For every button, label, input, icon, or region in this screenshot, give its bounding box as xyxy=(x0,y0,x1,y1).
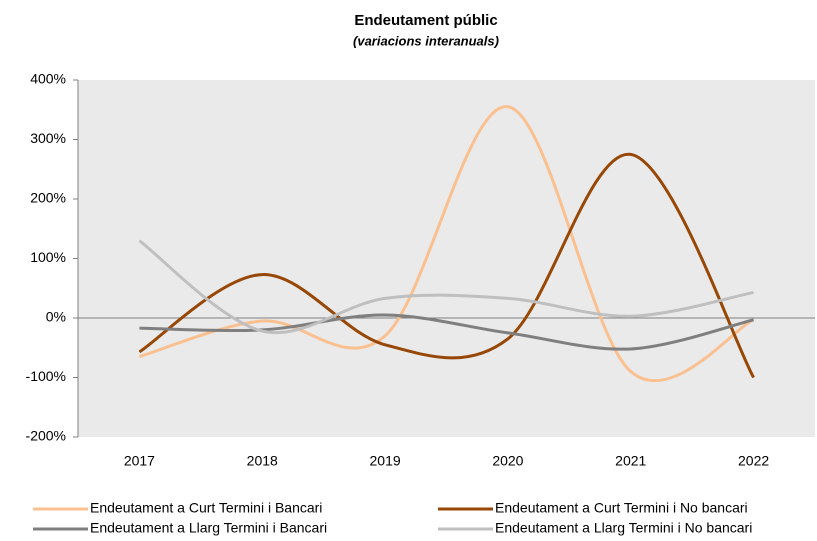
x-tick-label: 2018 xyxy=(247,453,278,469)
y-tick-label: 400% xyxy=(30,71,66,87)
y-tick-label: 200% xyxy=(30,190,66,206)
y-tick-label: 100% xyxy=(30,249,66,265)
x-tick-label: 2019 xyxy=(370,453,401,469)
line-series xyxy=(138,152,755,379)
line-series xyxy=(138,239,754,335)
legend-label: Endeutament a Llarg Termini i Bancari xyxy=(90,520,327,536)
plot-area xyxy=(78,80,815,437)
legend-label: Endeutament a Curt Termini i No bancari xyxy=(495,500,748,516)
y-tick-label: 300% xyxy=(30,130,66,146)
x-tick-label: 2017 xyxy=(124,453,155,469)
legend-label: Endeutament a Curt Termini i Bancari xyxy=(90,500,322,516)
x-tick-label: 2021 xyxy=(615,453,646,469)
y-tick-label: -100% xyxy=(26,368,66,384)
x-tick-label: 2020 xyxy=(492,453,523,469)
legend-label: Endeutament a Llarg Termini i No bancari xyxy=(495,520,752,536)
line-series xyxy=(138,105,755,382)
chart-subtitle: (variacions interanuals) xyxy=(353,33,499,48)
y-tick-label: 0% xyxy=(46,309,66,325)
x-tick-label: 2022 xyxy=(738,453,769,469)
line-series xyxy=(139,313,754,351)
chart-title: Endeutament públic xyxy=(354,12,497,29)
y-tick-label: -200% xyxy=(26,428,66,444)
